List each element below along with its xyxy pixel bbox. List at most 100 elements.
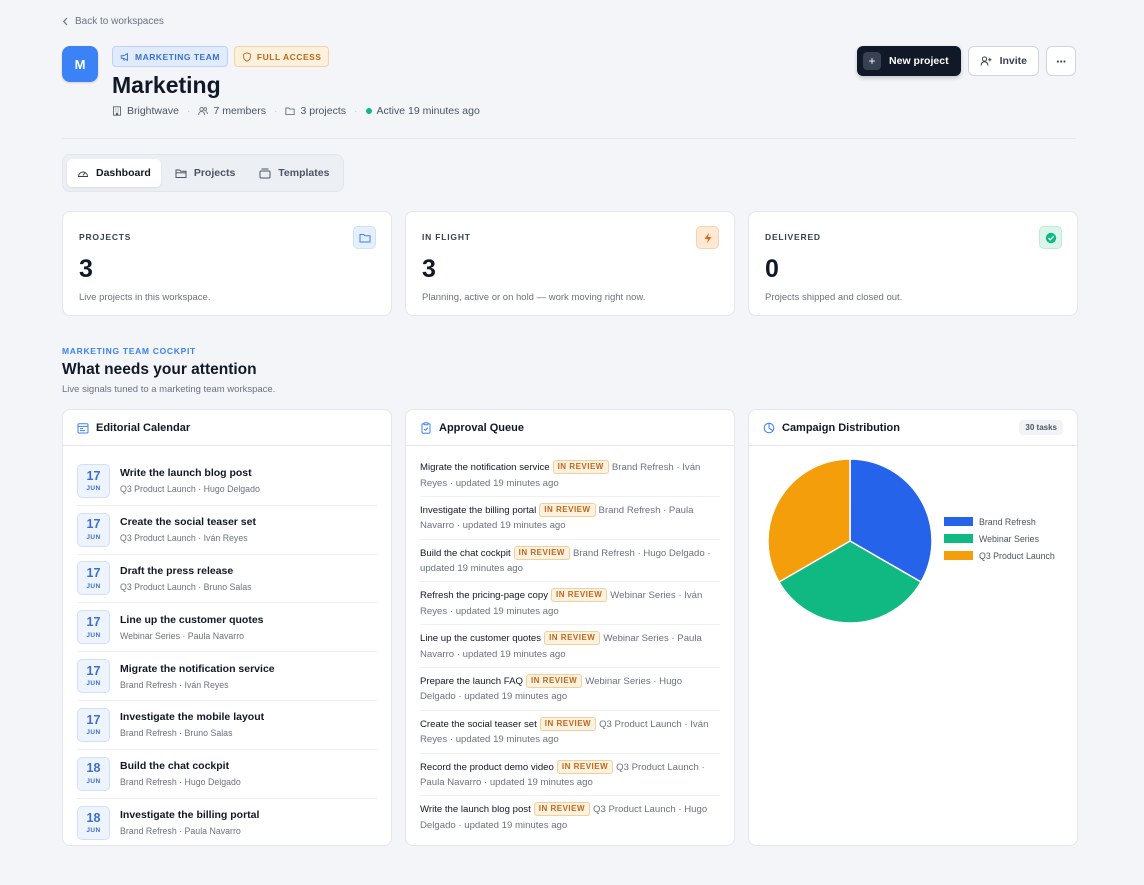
item-title: Investigate the billing portal	[420, 504, 537, 516]
date-badge: 18 JUN	[77, 756, 110, 791]
meta-separator: ·	[354, 105, 358, 117]
item-title: Record the product demo video	[420, 761, 554, 773]
list-item[interactable]: 17 JUN Create the social teaser set Q3 Pro…	[77, 506, 377, 555]
list-item[interactable]: Line up the customer quotes IN REVIEW Webi…	[420, 625, 720, 668]
folder-icon	[353, 226, 376, 249]
user-plus-icon	[980, 56, 992, 66]
list-item[interactable]: 18 JUN Build the chat cockpit Brand Refres…	[77, 750, 377, 799]
item-text: Build the chat cockpit Brand Refresh · Hu…	[120, 760, 241, 787]
item-text: Line up the customer quotes Webinar Serie…	[120, 614, 264, 641]
item-subtitle: Brand Refresh · Hugo Delgado	[120, 777, 241, 788]
section-eyebrow: MARKETING TEAM COCKPIT	[62, 346, 196, 356]
folder-icon	[175, 169, 187, 178]
list-item[interactable]: 17 JUN Write the launch blog post Q3 Produ…	[77, 457, 377, 506]
panel-title: Approval Queue	[439, 421, 524, 434]
item-subtitle: Webinar Series · Paula Navarro	[120, 630, 245, 641]
item-title: Build the chat cockpit	[120, 760, 230, 773]
status-badge: IN REVIEW	[513, 545, 570, 560]
tab-templates[interactable]: Templates	[249, 159, 339, 187]
stat-value: 3	[422, 255, 436, 283]
panel-title: Editorial Calendar	[96, 421, 191, 434]
item-title: Write the launch blog post	[420, 804, 531, 816]
list-item[interactable]: Create the social teaser set IN REVIEW Q3 …	[420, 711, 720, 754]
list-item[interactable]: Investigate the billing portal IN REVIEW B…	[420, 497, 720, 540]
tab-dashboard[interactable]: Dashboard	[67, 159, 161, 187]
status-dot	[365, 108, 372, 114]
invite-button[interactable]: Invite	[967, 46, 1039, 76]
list-item[interactable]: 17 JUN Draft the press release Q3 Product …	[77, 555, 377, 604]
list-item[interactable]: Refresh the pricing-page copy IN REVIEW We…	[420, 582, 720, 626]
header-divider	[62, 138, 1076, 139]
item-text: Investigate the mobile layout Brand Refre…	[120, 711, 264, 738]
back-link[interactable]: Back to workspaces	[62, 16, 164, 27]
date-day: 17	[86, 566, 101, 581]
building-icon	[113, 106, 121, 116]
date-month: JUN	[86, 680, 101, 688]
item-detail: Brand Refresh · Paula Navarro · updated …	[420, 504, 694, 532]
pie-slice-brand-refresh[interactable]	[849, 458, 933, 584]
pie-slice-webinar-series[interactable]	[777, 540, 923, 624]
item-title: Draft the press release	[120, 564, 234, 577]
attention-panels: Editorial Calendar 17 JUN Write the launc…	[62, 409, 1078, 846]
item-subtitle: Brand Refresh · Bruno Salas	[120, 728, 233, 739]
item-title: Build the chat cockpit	[420, 547, 511, 559]
status-badge: IN REVIEW	[552, 460, 609, 474]
item-detail: Webinar Series · Iván Reyes · updated 19…	[420, 590, 703, 617]
item-title: Refresh the pricing-page copy	[420, 590, 548, 602]
item-text: Draft the press release Q3 Product Launch…	[120, 565, 252, 592]
status-badge: IN REVIEW	[544, 631, 601, 646]
date-badge: 17 JUN	[77, 610, 110, 645]
stat-description: Live projects in this workspace.	[79, 292, 211, 303]
list-item[interactable]: Record the product demo video IN REVIEW Q3…	[420, 754, 720, 797]
list-item[interactable]: 17 JUN Line up the customer quotes Webinar…	[77, 603, 377, 653]
stat-card-delivered: DELIVERED 0 Projects shipped and closed …	[748, 211, 1078, 316]
legend-label: Brand Refresh	[979, 516, 1036, 527]
list-item[interactable]: Write the launch blog post IN REVIEW Q3 Pr…	[420, 796, 720, 839]
item-subtitle: Q3 Product Launch · Bruno Salas	[120, 581, 252, 592]
list-item[interactable]: 17 JUN Investigate the mobile layout Brand…	[77, 701, 377, 750]
list-item[interactable]: 17 JUN Migrate the notification service Br…	[77, 652, 377, 701]
date-day: 17	[86, 663, 101, 678]
calendar-list: 17 JUN Write the launch blog post Q3 Produ…	[63, 446, 391, 845]
item-subtitle: Q3 Product Launch · Iván Reyes	[120, 533, 248, 544]
item-detail: Q3 Product Launch · Iván Reyes · updated…	[420, 718, 709, 746]
legend-label: Webinar Series	[979, 533, 1039, 544]
list-item[interactable]: Migrate the notification service IN REVIE…	[420, 454, 720, 497]
item-title: Prepare the launch FAQ	[420, 675, 523, 687]
date-month: JUN	[86, 485, 101, 493]
pie-slice-q3-product-launch[interactable]	[767, 458, 851, 584]
item-subtitle: Brand Refresh · Paula Navarro	[120, 826, 241, 837]
check-circle-icon	[1039, 226, 1062, 249]
item-title: Create the social teaser set	[120, 516, 256, 529]
new-project-label: New project	[889, 55, 949, 67]
new-project-button[interactable]: + New project	[857, 46, 961, 76]
date-badge: 17 JUN	[77, 707, 110, 742]
date-badge: 17 JUN	[77, 512, 110, 547]
item-text: Investigate the billing portal Brand Refr…	[120, 809, 259, 836]
panel-header: Campaign Distribution 30 tasks	[749, 410, 1077, 446]
list-item[interactable]: Build the chat cockpit IN REVIEW Brand Ref…	[420, 540, 720, 583]
more-options-button[interactable]: ···	[1046, 46, 1076, 76]
header-actions: + New project Invite ···	[857, 46, 1076, 76]
date-badge: 17 JUN	[77, 659, 110, 694]
list-item[interactable]: 18 JUN Investigate the billing portal Bran…	[77, 799, 377, 845]
calendar-icon	[77, 422, 89, 433]
legend-swatch	[944, 551, 973, 560]
item-subtitle: Brand Refresh · Iván Reyes	[120, 679, 229, 690]
date-badge: 17 JUN	[77, 561, 110, 596]
item-subtitle: Q3 Product Launch · Hugo Delgado	[120, 484, 260, 495]
stat-cards: PROJECTS 3 Live projects in this workspa…	[62, 211, 1078, 316]
tab-projects[interactable]: Projects	[165, 159, 245, 187]
status-badge: IN REVIEW	[556, 759, 614, 774]
stat-label: DELIVERED	[765, 232, 821, 242]
campaign-distribution-panel: Campaign Distribution 30 tasks Brand Ref…	[748, 409, 1078, 846]
tab-dashboard-label: Dashboard	[96, 167, 151, 179]
date-badge: 18 JUN	[77, 805, 110, 840]
list-item[interactable]: Prepare the launch FAQ IN REVIEW Webinar S…	[420, 668, 720, 711]
access-badge: FULL ACCESS	[233, 46, 330, 67]
pie-chart-icon	[763, 422, 775, 433]
legend-swatch	[944, 534, 973, 543]
item-title: Create the social teaser set	[420, 718, 537, 730]
folder-icon	[285, 107, 296, 116]
